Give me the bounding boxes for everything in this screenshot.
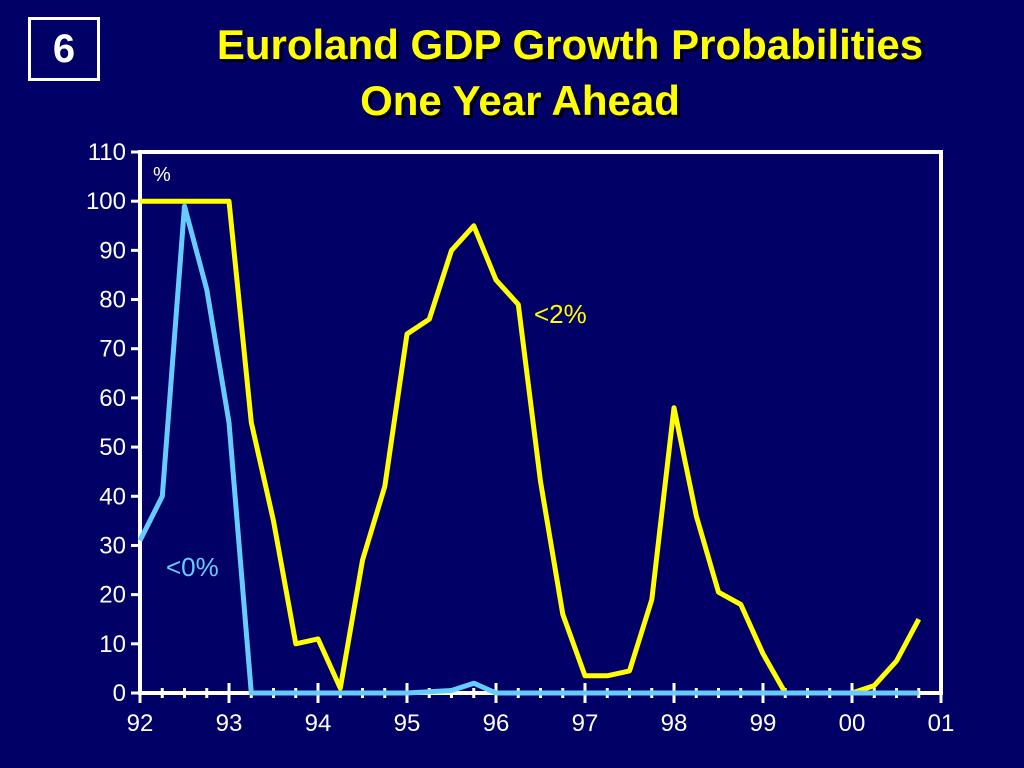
y-tick-label: 10 xyxy=(99,631,126,658)
plot-frame xyxy=(138,150,943,695)
slide-number-box: 6 xyxy=(28,17,100,81)
y-tick-label: 100 xyxy=(86,188,126,215)
series-line-lt2 xyxy=(140,198,922,696)
series-label-lt0: <0% xyxy=(166,552,219,582)
y-tick-label: 110 xyxy=(88,139,126,166)
y-tick-label: 80 xyxy=(99,287,126,314)
y-tick-label: 30 xyxy=(99,532,126,559)
chart-subtitle: One Year Ahead xyxy=(360,77,680,124)
x-tick-label: 94 xyxy=(305,710,332,737)
x-tick-label: 00 xyxy=(839,710,866,737)
x-tick-label: 97 xyxy=(572,710,599,737)
series-line-lt0 xyxy=(137,203,919,696)
x-tick-label: 99 xyxy=(750,710,777,737)
y-tick-label: 70 xyxy=(99,336,126,363)
x-tick-label: 01 xyxy=(928,710,955,737)
series-label-lt2: <2% xyxy=(534,299,587,329)
y-tick-label: 90 xyxy=(99,237,126,264)
y-tick-label: 60 xyxy=(99,385,126,412)
x-tick-label: 93 xyxy=(216,710,243,737)
y-unit-label: % xyxy=(153,164,171,186)
x-tick-label: 92 xyxy=(127,710,154,737)
x-tick-label: 96 xyxy=(483,710,510,737)
y-tick-label: 0 xyxy=(113,680,126,707)
y-tick-label: 50 xyxy=(99,434,126,461)
y-tick-label: 40 xyxy=(99,483,126,510)
x-tick-label: 98 xyxy=(661,710,688,737)
y-axis: 0 10 20 30 40 50 60 70 80 90 100 110 xyxy=(86,139,140,707)
y-tick-label: 20 xyxy=(99,582,126,609)
x-tick-label: 95 xyxy=(394,710,421,737)
chart-title: Euroland GDP Growth Probabilities xyxy=(216,21,924,68)
